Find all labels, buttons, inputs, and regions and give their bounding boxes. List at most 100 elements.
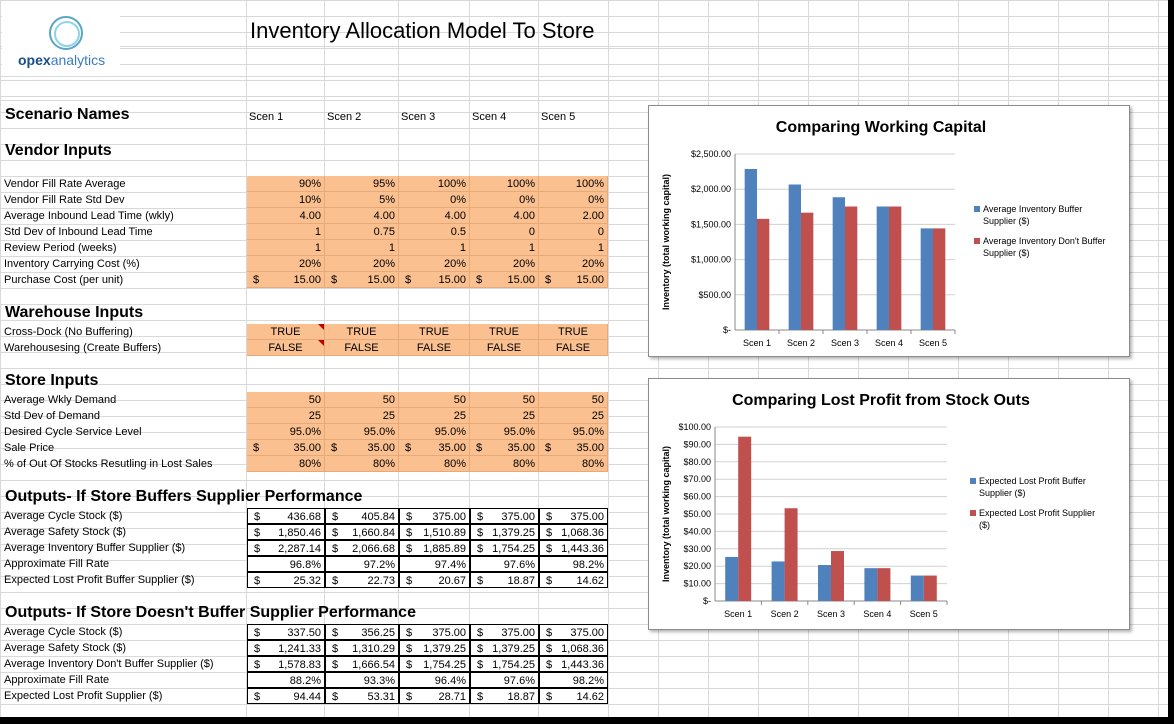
warehouse-cell-r0-c5[interactable]: TRUE — [539, 324, 608, 340]
out_nobuffer-cell-r2-c2[interactable]: $1,666.54 — [325, 656, 399, 672]
out_buffer-cell-r4-c3[interactable]: $20.67 — [399, 572, 470, 588]
vendor-cell-r2-c1[interactable]: 4.00 — [247, 208, 325, 224]
out_buffer-cell-r0-c1[interactable]: $436.68 — [247, 508, 325, 524]
out_nobuffer-cell-r1-c5[interactable]: $1,068.36 — [539, 640, 608, 656]
out_nobuffer-cell-r4-c1[interactable]: $94.44 — [247, 688, 325, 704]
out_nobuffer-cell-r3-c2[interactable]: 93.3% — [325, 672, 399, 688]
store-cell-r1-c4[interactable]: 25 — [470, 408, 539, 424]
store-cell-r4-c3[interactable]: 80% — [399, 456, 470, 472]
out_nobuffer-cell-r3-c1[interactable]: 88.2% — [247, 672, 325, 688]
out_buffer-cell-r1-c5[interactable]: $1,068.36 — [539, 524, 608, 540]
out_buffer-cell-r2-c1[interactable]: $2,287.14 — [247, 540, 325, 556]
store-cell-r2-c4[interactable]: 95.0% — [470, 424, 539, 440]
vendor-cell-r2-c5[interactable]: 2.00 — [539, 208, 608, 224]
out_nobuffer-cell-r4-c5[interactable]: $14.62 — [539, 688, 608, 704]
out_nobuffer-cell-r4-c3[interactable]: $28.71 — [399, 688, 470, 704]
vendor-cell-r5-c4[interactable]: 20% — [470, 256, 539, 272]
out_nobuffer-cell-r1-c3[interactable]: $1,379.25 — [399, 640, 470, 656]
vendor-cell-r6-c4[interactable]: $15.00 — [470, 272, 539, 288]
store-cell-r0-c1[interactable]: 50 — [247, 392, 325, 408]
vendor-cell-r5-c3[interactable]: 20% — [399, 256, 470, 272]
store-cell-r2-c5[interactable]: 95.0% — [539, 424, 608, 440]
vendor-cell-r1-c3[interactable]: 0% — [399, 192, 470, 208]
comment-indicator-icon[interactable] — [318, 340, 324, 346]
warehouse-cell-r1-c5[interactable]: FALSE — [539, 340, 608, 356]
working-capital-chart[interactable]: Comparing Working Capital $- $500.00 $1,000… — [648, 105, 1130, 357]
bar-series2-4[interactable] — [877, 568, 891, 601]
vendor-cell-r6-c1[interactable]: $15.00 — [247, 272, 325, 288]
vendor-cell-r0-c2[interactable]: 95% — [325, 176, 399, 192]
out_nobuffer-cell-r4-c2[interactable]: $53.31 — [325, 688, 399, 704]
out_nobuffer-cell-r4-c4[interactable]: $18.87 — [470, 688, 539, 704]
bar-series2-5[interactable] — [923, 575, 937, 601]
out_nobuffer-cell-r0-c3[interactable]: $375.00 — [399, 624, 470, 640]
out_nobuffer-cell-r3-c5[interactable]: 98.2% — [539, 672, 608, 688]
store-cell-r0-c5[interactable]: 50 — [539, 392, 608, 408]
out_nobuffer-cell-r0-c4[interactable]: $375.00 — [470, 624, 539, 640]
out_nobuffer-cell-r2-c4[interactable]: $1,754.25 — [470, 656, 539, 672]
vendor-cell-r6-c5[interactable]: $15.00 — [539, 272, 608, 288]
store-cell-r2-c3[interactable]: 95.0% — [399, 424, 470, 440]
comment-indicator-icon[interactable] — [318, 324, 324, 330]
store-cell-r4-c1[interactable]: 80% — [247, 456, 325, 472]
scenario-name-1[interactable]: Scen 1 — [249, 111, 284, 123]
vendor-cell-r0-c1[interactable]: 90% — [247, 176, 325, 192]
bar-series2-1[interactable] — [738, 436, 752, 601]
vendor-cell-r1-c1[interactable]: 10% — [247, 192, 325, 208]
out_buffer-cell-r1-c1[interactable]: $1,850.46 — [247, 524, 325, 540]
out_buffer-cell-r2-c4[interactable]: $1,754.25 — [470, 540, 539, 556]
out_buffer-cell-r4-c1[interactable]: $25.32 — [247, 572, 325, 588]
store-cell-r1-c5[interactable]: 25 — [539, 408, 608, 424]
store-cell-r4-c2[interactable]: 80% — [325, 456, 399, 472]
scenario-name-5[interactable]: Scen 5 — [541, 111, 576, 123]
bar-series1-3[interactable] — [832, 197, 845, 330]
vendor-cell-r4-c2[interactable]: 1 — [325, 240, 399, 256]
out_buffer-cell-r0-c3[interactable]: $375.00 — [399, 508, 470, 524]
out_nobuffer-cell-r1-c1[interactable]: $1,241.33 — [247, 640, 325, 656]
out_buffer-cell-r3-c5[interactable]: 98.2% — [539, 556, 608, 572]
store-cell-r2-c2[interactable]: 95.0% — [325, 424, 399, 440]
bar-series2-5[interactable] — [933, 228, 946, 330]
bar-series1-5[interactable] — [910, 575, 924, 601]
bar-series1-4[interactable] — [876, 206, 889, 330]
warehouse-cell-r1-c4[interactable]: FALSE — [470, 340, 539, 356]
out_nobuffer-cell-r2-c5[interactable]: $1,443.36 — [539, 656, 608, 672]
store-cell-r3-c3[interactable]: $35.00 — [399, 440, 470, 456]
vendor-cell-r6-c3[interactable]: $15.00 — [399, 272, 470, 288]
out_buffer-cell-r3-c2[interactable]: 97.2% — [325, 556, 399, 572]
vendor-cell-r3-c1[interactable]: 1 — [247, 224, 325, 240]
warehouse-cell-r0-c4[interactable]: TRUE — [470, 324, 539, 340]
vendor-cell-r4-c4[interactable]: 1 — [470, 240, 539, 256]
store-cell-r1-c2[interactable]: 25 — [325, 408, 399, 424]
scenario-name-4[interactable]: Scen 4 — [472, 111, 507, 123]
vendor-cell-r4-c1[interactable]: 1 — [247, 240, 325, 256]
bar-series1-3[interactable] — [818, 565, 831, 601]
store-cell-r2-c1[interactable]: 95.0% — [247, 424, 325, 440]
bar-series2-2[interactable] — [801, 212, 814, 330]
vendor-cell-r6-c2[interactable]: $15.00 — [325, 272, 399, 288]
out_buffer-cell-r4-c2[interactable]: $22.73 — [325, 572, 399, 588]
store-cell-r3-c1[interactable]: $35.00 — [247, 440, 325, 456]
out_nobuffer-cell-r1-c4[interactable]: $1,379.25 — [470, 640, 539, 656]
warehouse-cell-r0-c2[interactable]: TRUE — [325, 324, 399, 340]
out_buffer-cell-r4-c5[interactable]: $14.62 — [539, 572, 608, 588]
vendor-cell-r5-c2[interactable]: 20% — [325, 256, 399, 272]
out_buffer-cell-r2-c5[interactable]: $1,443.36 — [539, 540, 608, 556]
out_nobuffer-cell-r3-c4[interactable]: 97.6% — [470, 672, 539, 688]
vendor-cell-r0-c4[interactable]: 100% — [470, 176, 539, 192]
bar-series2-1[interactable] — [757, 218, 770, 330]
bar-series2-3[interactable] — [831, 551, 844, 601]
out_nobuffer-cell-r2-c3[interactable]: $1,754.25 — [399, 656, 470, 672]
warehouse-cell-r0-c1[interactable]: TRUE — [247, 324, 325, 340]
out_nobuffer-cell-r0-c2[interactable]: $356.25 — [325, 624, 399, 640]
out_buffer-cell-r3-c1[interactable]: 96.8% — [247, 556, 325, 572]
scenario-name-3[interactable]: Scen 3 — [401, 111, 436, 123]
out_nobuffer-cell-r2-c1[interactable]: $1,578.83 — [247, 656, 325, 672]
store-cell-r3-c5[interactable]: $35.00 — [539, 440, 608, 456]
bar-series1-4[interactable] — [864, 568, 878, 601]
vendor-cell-r2-c4[interactable]: 4.00 — [470, 208, 539, 224]
vendor-cell-r4-c5[interactable]: 1 — [539, 240, 608, 256]
out_buffer-cell-r3-c3[interactable]: 97.4% — [399, 556, 470, 572]
vendor-cell-r2-c3[interactable]: 4.00 — [399, 208, 470, 224]
bar-series1-2[interactable] — [788, 184, 801, 330]
